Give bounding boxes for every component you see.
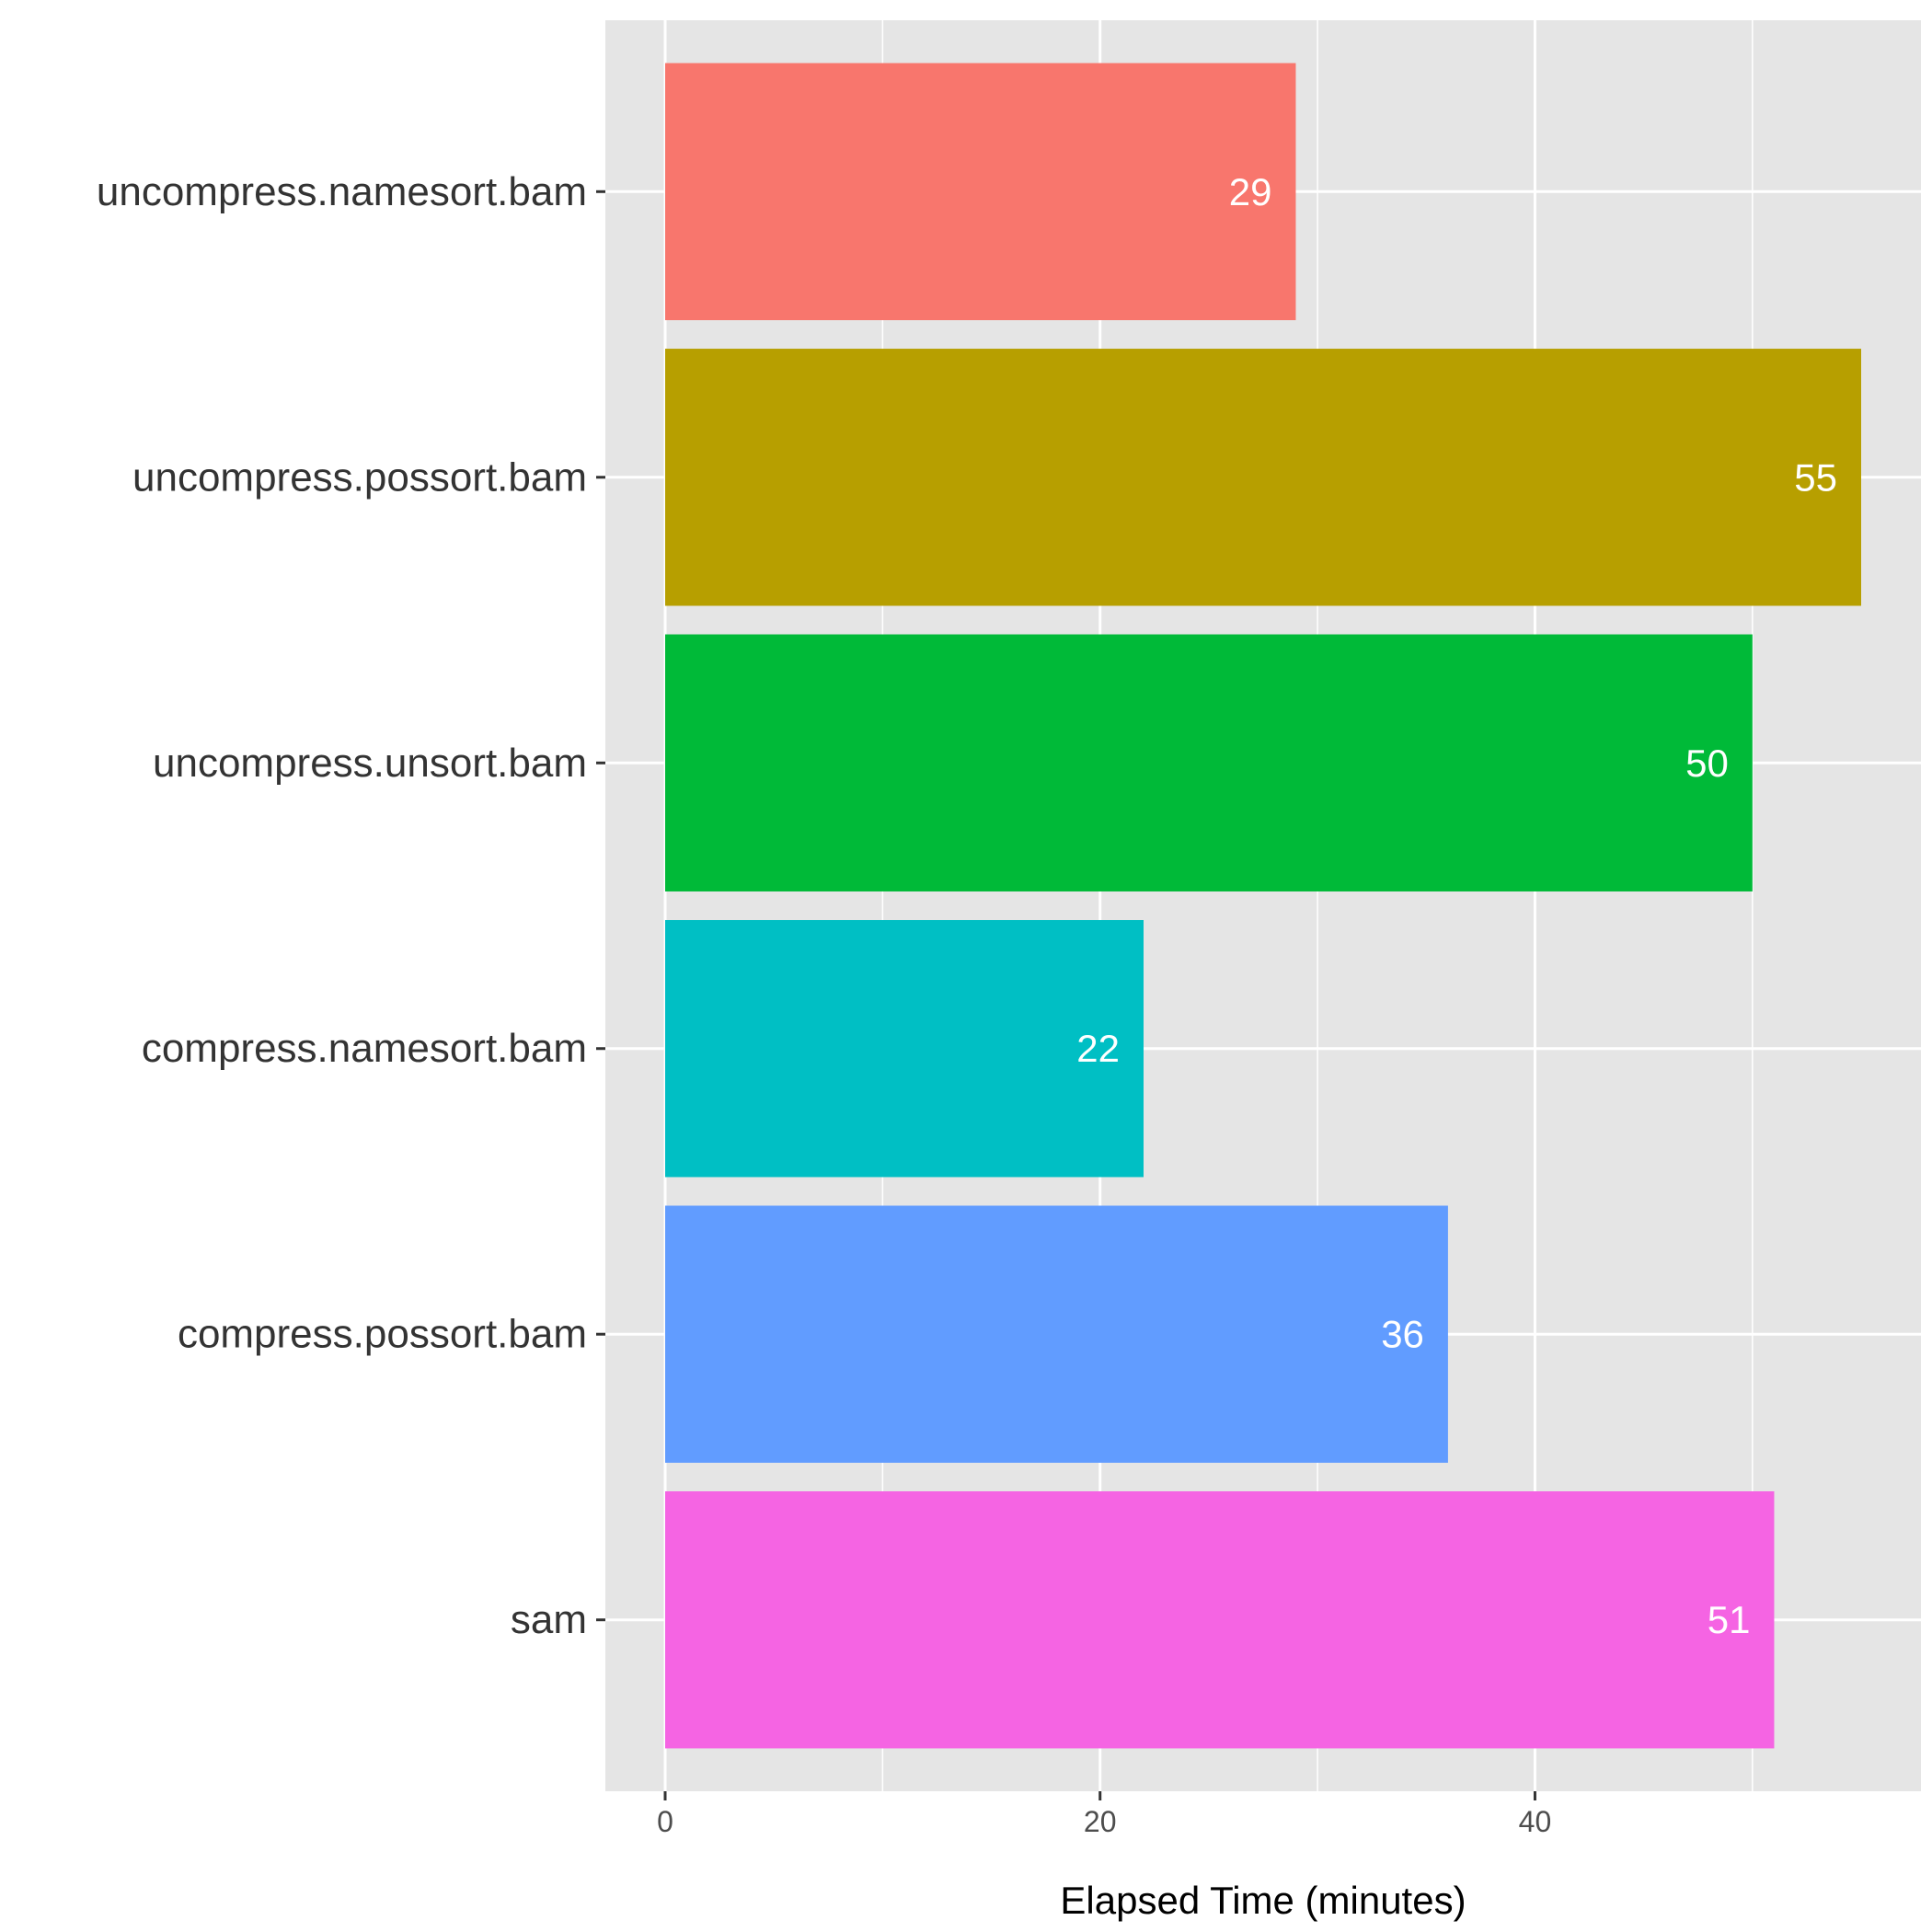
data-label: 29 <box>1229 170 1272 213</box>
y-tick-label: sam <box>511 1597 587 1642</box>
y-tick-label: compress.namesort.bam <box>142 1026 587 1071</box>
x-axis: 0 20 40 <box>657 1791 1551 1838</box>
bar-uncompress-possort-bam <box>665 349 1861 606</box>
y-tick-label: uncompress.unsort.bam <box>153 741 587 786</box>
bar-compress-namesort-bam <box>665 920 1144 1178</box>
y-tick-label: uncompress.namesort.bam <box>97 169 587 214</box>
bar-compress-possort-bam <box>665 1205 1448 1463</box>
data-label: 36 <box>1381 1313 1424 1356</box>
x-tick-label: 40 <box>1519 1805 1552 1838</box>
x-axis-title: Elapsed Time (minutes) <box>1060 1879 1466 1922</box>
y-axis: uncompress.namesort.bam uncompress.possor… <box>97 169 605 1642</box>
data-label: 22 <box>1076 1027 1120 1070</box>
data-label: 51 <box>1708 1598 1751 1641</box>
y-tick-label: compress.possort.bam <box>178 1312 587 1357</box>
bar-uncompress-unsort-bam <box>665 634 1753 891</box>
data-label: 55 <box>1794 455 1837 499</box>
x-tick-label: 0 <box>657 1805 673 1838</box>
data-labels: 29 55 50 22 36 51 <box>1076 170 1837 1641</box>
y-tick-label: uncompress.possort.bam <box>132 454 587 500</box>
data-label: 50 <box>1685 742 1729 785</box>
x-tick-label: 20 <box>1084 1805 1117 1838</box>
bars <box>665 63 1861 1749</box>
bar-uncompress-namesort-bam <box>665 63 1296 321</box>
bar-sam <box>665 1490 1775 1749</box>
